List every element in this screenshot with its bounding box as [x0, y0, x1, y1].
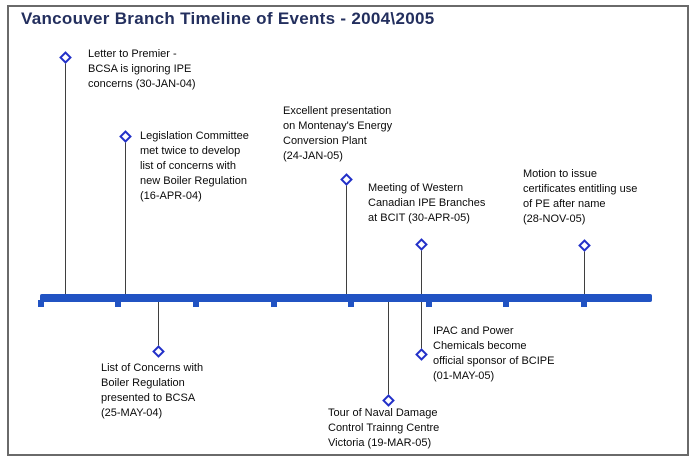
connector-line	[157, 302, 159, 347]
event-label: Letter to Premier - BCSA is ignoring IPE…	[88, 48, 196, 90]
timeline-tick	[38, 300, 44, 307]
timeline-tick	[193, 300, 199, 307]
connector-line	[420, 249, 422, 294]
timeline-tick	[348, 300, 354, 307]
event-label: List of Concerns with Boiler Regulation …	[101, 362, 204, 419]
event-label: Legislation Committee met twice to devel…	[140, 130, 249, 202]
connector-line	[583, 250, 585, 294]
connector-line	[387, 302, 389, 396]
page-title: Vancouver Branch Timeline of Events - 20…	[21, 9, 435, 28]
event-label: Tour of Naval Damage Control Trainng Cen…	[328, 407, 440, 449]
connector-line	[420, 302, 422, 350]
timeline-tick	[503, 300, 509, 307]
timeline-tick	[271, 300, 277, 307]
event-label: Meeting of Western Canadian IPE Branches…	[368, 182, 486, 224]
connector-line	[124, 141, 126, 294]
frame-border	[7, 5, 689, 456]
event-label: Motion to issue certificates entitling u…	[523, 168, 638, 225]
timeline-tick	[115, 300, 121, 307]
timeline-bar	[40, 294, 652, 302]
connector-line	[64, 62, 66, 294]
event-label: IPAC and Power Chemicals become official…	[433, 325, 555, 382]
timeline-tick	[581, 300, 587, 307]
timeline-tick	[426, 300, 432, 307]
event-label: Excellent presentation on Montenay's Ene…	[283, 105, 393, 162]
connector-line	[345, 184, 347, 294]
